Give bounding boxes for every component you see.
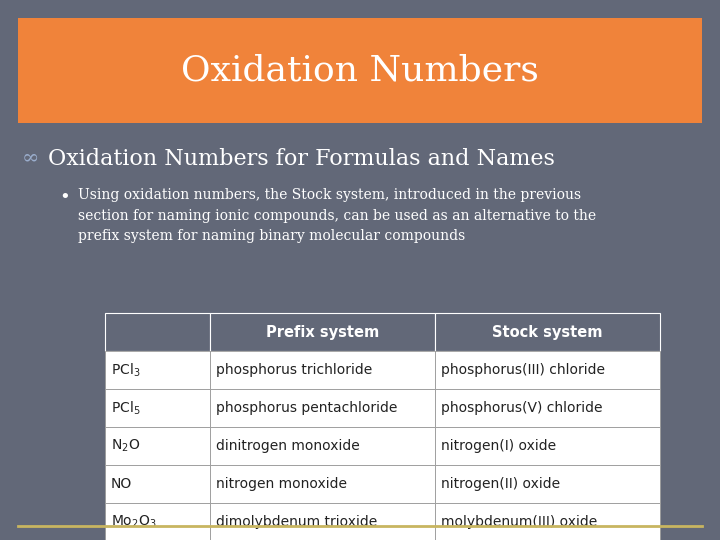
Bar bbox=[18, 18, 702, 123]
Bar bbox=[105, 427, 210, 465]
Text: phosphorus(III) chloride: phosphorus(III) chloride bbox=[441, 363, 605, 377]
Text: phosphorus(V) chloride: phosphorus(V) chloride bbox=[441, 401, 603, 415]
Text: dimolybdenum trioxide: dimolybdenum trioxide bbox=[216, 515, 377, 529]
Bar bbox=[210, 313, 435, 351]
Bar bbox=[105, 313, 210, 351]
Bar bbox=[210, 427, 435, 465]
Bar bbox=[435, 465, 660, 503]
Text: nitrogen(II) oxide: nitrogen(II) oxide bbox=[441, 477, 560, 491]
Text: ∞: ∞ bbox=[22, 148, 40, 167]
Text: N$_2$O: N$_2$O bbox=[111, 438, 140, 454]
Text: PCl$_3$: PCl$_3$ bbox=[111, 361, 140, 379]
Text: PCl$_5$: PCl$_5$ bbox=[111, 399, 140, 417]
Text: Oxidation Numbers: Oxidation Numbers bbox=[181, 53, 539, 87]
Bar bbox=[105, 389, 210, 427]
Bar bbox=[435, 313, 660, 351]
Bar bbox=[435, 503, 660, 540]
Text: dinitrogen monoxide: dinitrogen monoxide bbox=[216, 439, 360, 453]
Text: molybdenum(III) oxide: molybdenum(III) oxide bbox=[441, 515, 598, 529]
Text: phosphorus pentachloride: phosphorus pentachloride bbox=[216, 401, 397, 415]
Text: phosphorus trichloride: phosphorus trichloride bbox=[216, 363, 372, 377]
Bar bbox=[105, 503, 210, 540]
Text: NO: NO bbox=[111, 477, 132, 491]
Bar bbox=[435, 427, 660, 465]
Bar bbox=[210, 389, 435, 427]
Text: Stock system: Stock system bbox=[492, 325, 603, 340]
Text: nitrogen monoxide: nitrogen monoxide bbox=[216, 477, 347, 491]
Text: •: • bbox=[60, 188, 71, 206]
Bar bbox=[210, 465, 435, 503]
Text: Oxidation Numbers for Formulas and Names: Oxidation Numbers for Formulas and Names bbox=[48, 148, 555, 170]
Bar bbox=[105, 351, 210, 389]
Bar bbox=[435, 351, 660, 389]
Text: Prefix system: Prefix system bbox=[266, 325, 379, 340]
Text: nitrogen(I) oxide: nitrogen(I) oxide bbox=[441, 439, 556, 453]
Text: Mo$_2$O$_3$: Mo$_2$O$_3$ bbox=[111, 514, 157, 530]
Bar bbox=[210, 503, 435, 540]
Bar bbox=[105, 465, 210, 503]
Text: Using oxidation numbers, the Stock system, introduced in the previous
section fo: Using oxidation numbers, the Stock syste… bbox=[78, 188, 596, 243]
Bar bbox=[435, 389, 660, 427]
Bar bbox=[210, 351, 435, 389]
